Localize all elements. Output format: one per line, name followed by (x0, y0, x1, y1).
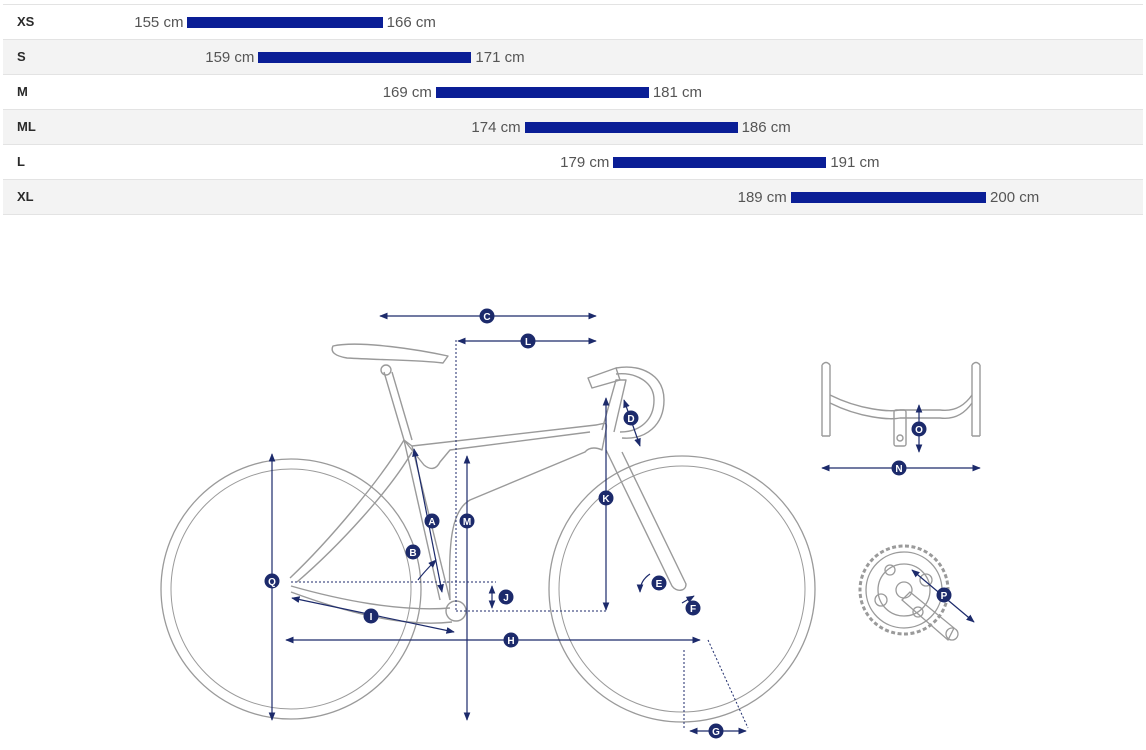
svg-text:L: L (525, 337, 531, 348)
marker-f: F (685, 600, 701, 616)
svg-text:M: M (463, 517, 471, 528)
height-max-label: 186 cm (741, 119, 791, 136)
size-table: XS 155 cm 166 cm S 159 cm 171 cm M 169 cm 181 cm… (3, 4, 1143, 215)
size-row-ml: ML 174 cm 186 cm (3, 110, 1143, 145)
height-range-bar (435, 87, 649, 98)
markers-group: C L A B M D K E F J I H Q G O N P (264, 308, 952, 739)
height-min-label: 189 cm (737, 189, 787, 206)
marker-k: K (598, 490, 614, 506)
height-range-bar (790, 192, 987, 203)
height-max-label: 166 cm (386, 14, 436, 31)
size-row-m: M 169 cm 181 cm (3, 75, 1143, 110)
marker-a: A (424, 513, 440, 529)
front-wheel (548, 455, 816, 723)
size-row-xs: XS 155 cm 166 cm (3, 5, 1143, 40)
marker-j: J (498, 589, 514, 605)
handlebar-front-view (821, 361, 981, 447)
svg-text:D: D (627, 414, 634, 425)
svg-text:P: P (941, 591, 948, 602)
height-max-label: 171 cm (475, 49, 525, 66)
height-max-label: 181 cm (652, 84, 703, 101)
size-row-s: S 159 cm 171 cm (3, 40, 1143, 75)
size-label: XS (17, 14, 35, 29)
size-label: ML (17, 119, 36, 134)
size-row-l: L 179 cm 191 cm (3, 145, 1143, 180)
svg-text:J: J (503, 593, 509, 604)
measurement-arrows (268, 312, 981, 735)
svg-text:G: G (712, 727, 720, 738)
marker-o: O (911, 421, 927, 437)
marker-b: B (405, 544, 421, 560)
svg-text:N: N (895, 464, 902, 475)
svg-text:Q: Q (268, 577, 276, 588)
svg-text:A: A (428, 517, 435, 528)
marker-g: G (708, 723, 724, 739)
size-row-xl: XL 189 cm 200 cm (3, 180, 1143, 215)
height-range-bar (524, 122, 738, 133)
height-min-label: 174 cm (471, 119, 521, 136)
height-min-label: 169 cm (382, 84, 432, 101)
height-range-bar (187, 17, 383, 28)
height-range-bar (613, 157, 827, 168)
size-label: L (17, 154, 25, 169)
height-min-label: 179 cm (560, 154, 610, 171)
height-min-label: 155 cm (134, 14, 184, 31)
rear-wheel (160, 458, 422, 720)
marker-d: D (623, 410, 639, 426)
marker-l: L (520, 333, 536, 349)
svg-text:H: H (507, 636, 514, 647)
svg-text:O: O (915, 425, 923, 436)
svg-text:B: B (409, 548, 416, 559)
marker-n: N (891, 460, 907, 476)
marker-p: P (936, 587, 952, 603)
height-max-label: 191 cm (830, 154, 880, 171)
marker-i: I (363, 608, 379, 624)
size-label: S (17, 49, 26, 64)
marker-m: M (459, 513, 475, 529)
height-min-label: 159 cm (205, 49, 255, 66)
marker-e: E (651, 575, 667, 591)
height-max-label: 200 cm (990, 189, 1040, 206)
svg-text:E: E (656, 579, 663, 590)
marker-c: C (479, 308, 495, 324)
height-range-bar (258, 52, 472, 63)
marker-q: Q (264, 573, 280, 589)
reference-lines (291, 340, 749, 729)
svg-text:K: K (602, 494, 610, 505)
size-label: XL (17, 189, 34, 204)
size-label: M (17, 84, 28, 99)
svg-text:C: C (483, 312, 490, 323)
svg-text:I: I (370, 612, 373, 623)
marker-h: H (503, 632, 519, 648)
svg-text:F: F (690, 604, 696, 615)
